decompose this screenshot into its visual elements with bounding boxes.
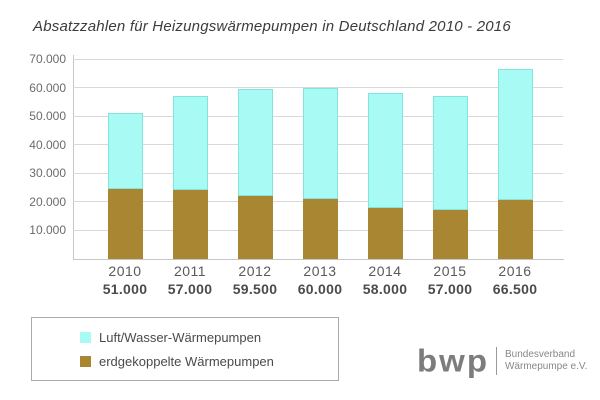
y-tick-label-50000: 50.000	[29, 109, 66, 124]
y-tick-label-10000: 10.000	[29, 223, 66, 238]
bwp-logo-org-line2: Wärmepumpe e.V.	[504, 360, 588, 372]
bwp-logo-org-name: Bundesverband Wärmepumpe e.V.	[505, 349, 587, 373]
y-axis-line	[73, 55, 74, 259]
x-tick-year-2012: 2012	[238, 263, 272, 279]
bar-2012	[237, 89, 273, 259]
x-total-label-2015: 57.000	[427, 281, 473, 297]
bar-segment-erdgekoppelte-2013	[302, 199, 338, 259]
x-tick-year-2011: 2011	[173, 263, 207, 279]
legend-box: Luft/Wasser-Wärmepumpen erdgekoppelte Wä…	[31, 317, 339, 381]
logo-divider	[495, 346, 497, 375]
x-tick-year-2013: 2013	[303, 263, 337, 279]
legend-swatch-erdgekoppelte-icon	[80, 355, 91, 367]
x-label-group-2013: 2013 60.000	[285, 263, 355, 297]
bar-2010	[107, 113, 143, 259]
bar-segment-erdgekoppelte-2011	[172, 190, 208, 259]
bar-segment-luft-wasser-2015	[432, 96, 468, 211]
bar-segment-luft-wasser-2016	[497, 69, 533, 201]
legend-item-luft-wasser: Luft/Wasser-Wärmepumpen	[80, 330, 338, 345]
chart-title: Absatzzahlen für Heizungswärmepumpen in …	[33, 18, 511, 35]
x-tick-year-2010: 2010	[108, 263, 142, 279]
x-total-label-2016: 66.500	[492, 281, 538, 297]
bar-segment-luft-wasser-2010	[107, 113, 143, 189]
bar-segment-erdgekoppelte-2012	[237, 196, 273, 259]
bar-segment-erdgekoppelte-2010	[107, 189, 143, 259]
bar-2013	[302, 87, 338, 259]
x-label-group-2011: 2011 57.000	[155, 263, 225, 297]
y-tick-label-30000: 30.000	[29, 166, 66, 181]
bar-2014	[367, 93, 403, 259]
bar-2011	[172, 96, 208, 259]
legend-item-erdgekoppelte: erdgekoppelte Wärmepumpen	[80, 354, 338, 369]
x-label-group-2015: 2015 57.000	[415, 263, 485, 297]
x-label-group-2016: 2016 66.500	[480, 263, 550, 297]
y-tick-label-20000: 20.000	[29, 194, 66, 209]
x-total-label-2011: 57.000	[167, 281, 213, 297]
bwp-logo-org-line1: Bundesverband	[504, 348, 576, 360]
x-axis-labels: 2010 51.000 2011 57.000 2012 59.500 2013 60.000…	[73, 263, 563, 303]
bar-segment-erdgekoppelte-2015	[432, 210, 468, 259]
bar-segment-luft-wasser-2011	[172, 96, 208, 191]
bwp-logo: bwp Bundesverband Wärmepumpe e.V.	[417, 344, 587, 377]
x-label-group-2014: 2014 58.000	[350, 263, 420, 297]
bar-segment-erdgekoppelte-2016	[497, 200, 533, 259]
bar-segment-luft-wasser-2013	[302, 87, 338, 199]
legend-label-erdgekoppelte: erdgekoppelte Wärmepumpen	[99, 353, 274, 369]
x-total-label-2013: 60.000	[297, 281, 343, 297]
gridline-60000	[73, 87, 563, 89]
x-axis-line	[73, 259, 564, 260]
plot-area	[73, 58, 563, 259]
x-total-label-2014: 58.000	[362, 281, 408, 297]
x-tick-year-2016: 2016	[498, 263, 532, 279]
bar-2016	[497, 69, 533, 259]
legend-label-luft-wasser: Luft/Wasser-Wärmepumpen	[99, 329, 262, 345]
bar-segment-luft-wasser-2014	[367, 93, 403, 208]
x-label-group-2010: 2010 51.000	[90, 263, 160, 297]
legend-swatch-luft-wasser-icon	[80, 331, 91, 343]
y-tick-label-70000: 70.000	[29, 52, 66, 66]
y-axis-labels: 10.000 20.000 30.000 40.000 50.000 60.000 70.0…	[0, 52, 66, 259]
y-tick-label-60000: 60.000	[29, 80, 66, 95]
bwp-logo-wordmark: bwp	[417, 342, 489, 379]
bar-segment-luft-wasser-2012	[237, 89, 273, 197]
gridline-70000	[73, 58, 563, 60]
x-label-group-2012: 2012 59.500	[220, 263, 290, 297]
bar-2015	[432, 96, 468, 259]
x-tick-year-2014: 2014	[368, 263, 402, 279]
bar-segment-erdgekoppelte-2014	[367, 207, 403, 259]
x-tick-year-2015: 2015	[433, 263, 467, 279]
x-total-label-2010: 51.000	[102, 281, 148, 297]
x-total-label-2012: 59.500	[232, 281, 278, 297]
y-tick-label-40000: 40.000	[29, 137, 66, 152]
